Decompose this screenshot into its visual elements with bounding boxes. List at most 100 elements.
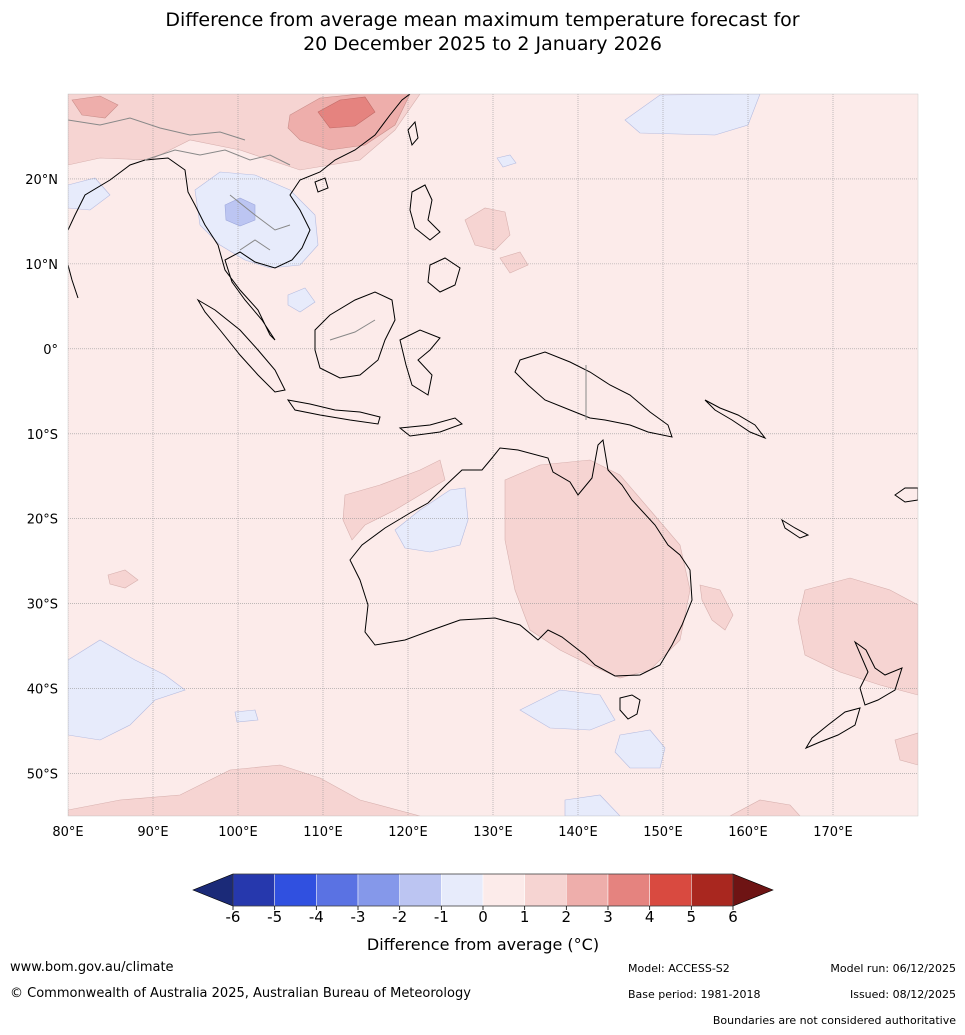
cool-region-north-west	[394, 487, 469, 553]
colorbar-tick-label: 6	[728, 908, 738, 926]
border-himalaya	[68, 117, 246, 141]
warm-region-east-australia	[699, 584, 734, 631]
colorbar-bin	[607, 873, 650, 907]
colorbar-tick-label: -5	[267, 908, 282, 926]
coast-philippines-luzon	[409, 184, 441, 241]
latitude-tick-label: 30°S	[27, 598, 58, 613]
warm-region-small-2	[107, 569, 139, 589]
cool-region-indochina	[194, 171, 319, 269]
warm-region-tasman	[797, 577, 918, 696]
latitude-tick-label: 20°S	[27, 513, 58, 528]
colorbar-tick-label: 0	[478, 908, 488, 926]
longitude-tick-label: 140°E	[558, 825, 598, 840]
cool-region-tasmania	[614, 729, 666, 769]
chart-title: Difference from average mean maximum tem…	[0, 8, 965, 56]
website-text: www.bom.gov.au/climate	[10, 960, 174, 975]
longitude-tick-label: 120°E	[388, 825, 428, 840]
warm-region-australia	[504, 459, 691, 679]
latitude-tick-label: 40°S	[27, 683, 58, 698]
longitude-tick-label: 160°E	[728, 825, 768, 840]
warm-region-china-3	[317, 96, 376, 129]
coast-timor	[398, 417, 463, 437]
colorbar-tick-label: 2	[562, 908, 572, 926]
longitude-tick-label: 170°E	[813, 825, 853, 840]
copyright-text: © Commonwealth of Australia 2025, Austra…	[10, 986, 471, 1001]
warm-region-south-east	[729, 799, 801, 816]
latitude-tick-label: 10°N	[25, 258, 58, 273]
coastlines	[68, 94, 918, 750]
coast-tasmania	[619, 694, 641, 720]
longitude-tick-label: 130°E	[473, 825, 513, 840]
colorbar-extend-low	[192, 873, 234, 907]
cool-region-south	[564, 794, 621, 816]
disclaimer-text: Boundaries are not considered authoritat…	[712, 1014, 956, 1027]
coast-java	[286, 399, 381, 425]
colorbar-tick-label: 1	[520, 908, 530, 926]
longitude-tick-label: 100°E	[218, 825, 258, 840]
country-borders	[68, 117, 587, 420]
colorbar: -6 -5 -4 -3 -2 -1 0 1 2 3 4 5 6 Difference from avera…	[192, 873, 774, 954]
longitude-tick-label: 150°E	[643, 825, 683, 840]
colorbar-tick-label: 3	[603, 908, 613, 926]
colorbar-tick-label: -6	[226, 908, 241, 926]
coast-new-caledonia	[781, 518, 810, 539]
title-line-2: 20 December 2025 to 2 January 2026	[303, 33, 662, 55]
cool-region-small-2	[234, 709, 259, 723]
longitude-tick-label: 80°E	[52, 825, 83, 840]
colorbar-tick-label: -2	[392, 908, 407, 926]
border-borneo	[329, 319, 376, 341]
coast-solomons	[704, 399, 767, 440]
colorbar-bin	[232, 873, 275, 907]
coast-australia	[349, 438, 693, 677]
coast-sumatra	[196, 298, 286, 393]
latitude-tick-label: 20°N	[25, 173, 58, 188]
warm-region-small	[499, 251, 529, 274]
colorbar-tick-label: -3	[351, 908, 366, 926]
graticule	[68, 94, 918, 816]
cool-region-thailand	[224, 197, 256, 227]
latitude-tick-label: 50°S	[27, 768, 58, 783]
map-frame	[67, 93, 919, 817]
latitude-labels: 20°N 10°N 0° 10°S 20°S 30°S 40°S 50°S	[25, 173, 58, 783]
coast-hainan	[314, 177, 329, 193]
colorbar-bin	[691, 873, 734, 907]
coast-nz-north	[853, 640, 903, 706]
colorbar-bin	[274, 873, 317, 907]
colorbar-bin	[357, 873, 400, 907]
longitude-labels: 80°E 90°E 100°E 110°E 120°E 130°E 140°E 150°E 16…	[52, 825, 852, 840]
colorbar-bin	[482, 873, 525, 907]
model-run-text: Model run: 06/12/2025	[830, 962, 956, 975]
cool-region-bight	[519, 689, 616, 731]
coast-philippines-mindanao	[427, 257, 461, 293]
coast-fiji	[894, 487, 918, 503]
warm-region-south-west	[68, 764, 421, 816]
coast-sulawesi	[399, 329, 441, 396]
title-line-1: Difference from average mean maximum tem…	[165, 9, 800, 31]
model-text: Model: ACCESS-S2	[628, 962, 730, 975]
warm-region-indian-ocean	[342, 459, 446, 541]
cool-region-small	[287, 287, 316, 313]
issued-text: Issued: 08/12/2025	[849, 988, 956, 1001]
longitude-tick-label: 90°E	[137, 825, 168, 840]
colorbar-bin	[566, 873, 609, 907]
coast-borneo	[314, 291, 396, 379]
colorbar-tick-label: 4	[645, 908, 655, 926]
base-period-text: Base period: 1981-2018	[628, 988, 761, 1001]
cool-region-small-3	[496, 154, 517, 168]
border-indochina	[144, 149, 291, 251]
warm-region-philippines	[464, 207, 511, 251]
coast-nz-south	[804, 707, 861, 750]
colorbar-tick-label: -1	[434, 908, 449, 926]
latitude-tick-label: 0°	[43, 343, 58, 358]
warm-region-india	[71, 95, 119, 119]
cool-region-south-indian	[68, 639, 186, 741]
colorbar-extend-high	[732, 873, 774, 907]
coast-taiwan	[407, 120, 419, 147]
anomaly-contours	[68, 94, 918, 816]
colorbar-bin	[316, 873, 359, 907]
colorbar-tick-label: -4	[309, 908, 324, 926]
coast-india-west	[68, 264, 79, 299]
colorbar-bin	[441, 873, 484, 907]
longitude-tick-label: 110°E	[303, 825, 343, 840]
